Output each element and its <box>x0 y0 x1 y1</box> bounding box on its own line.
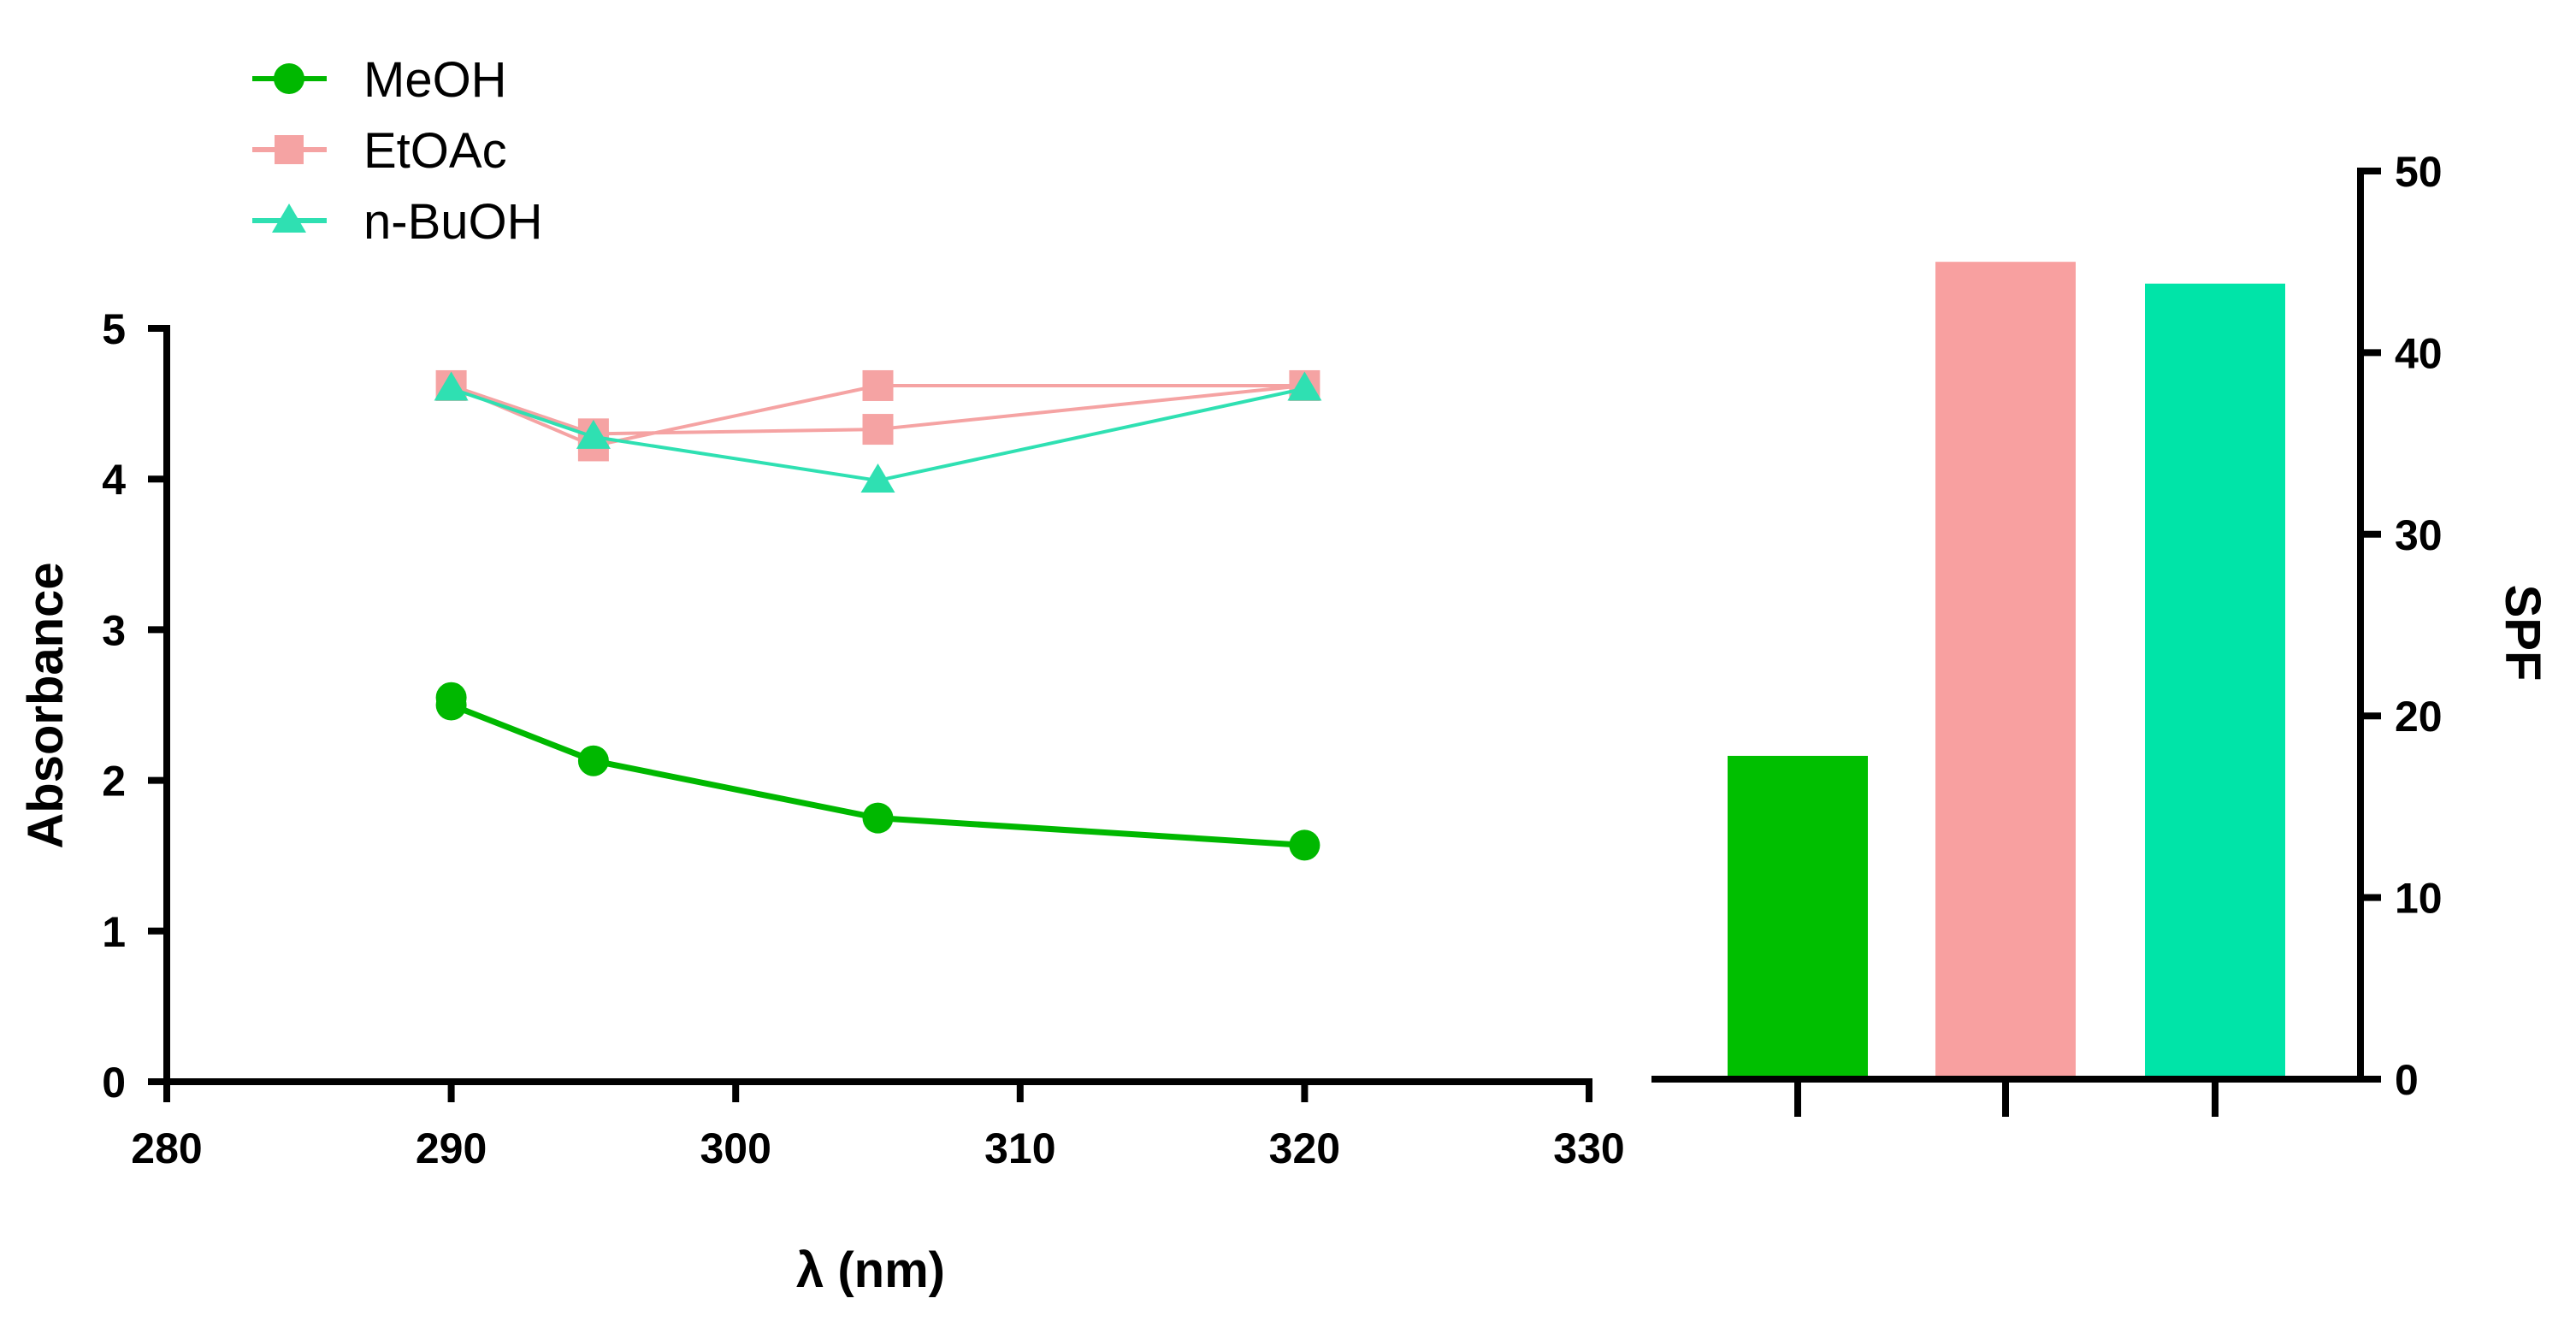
line-x-tick-label: 280 <box>131 1124 202 1172</box>
line-x-tick-label: 290 <box>416 1124 487 1172</box>
data-point-meoh <box>862 802 894 834</box>
line-x-tick-label: 310 <box>984 1124 1055 1172</box>
bar-y-tick-label: 10 <box>2395 875 2443 923</box>
line-y-tick-label: 0 <box>102 1059 126 1107</box>
bar-n-buoh <box>2145 283 2285 1079</box>
data-point-etoac <box>862 369 894 401</box>
series-line-n-buoh <box>450 387 1305 482</box>
legend-meoh-marker <box>274 63 304 94</box>
legend-meoh-label: MeOH <box>363 52 507 108</box>
bar-chart-y-axis-title: SPF <box>2495 585 2550 682</box>
line-y-tick-label: 5 <box>102 305 126 353</box>
line-x-tick-label: 330 <box>1553 1124 1624 1172</box>
line-chart-x-ticks: 280 290 300 310 320 330 <box>131 1082 1625 1172</box>
line-y-tick-label: 3 <box>102 606 126 654</box>
bar-etoac <box>1935 262 2076 1079</box>
legend-item-meoh: MeOH <box>252 52 507 108</box>
bar-y-tick-label: 50 <box>2395 148 2443 196</box>
bar-chart-y-ticks: 0 10 20 30 40 50 <box>2360 148 2443 1104</box>
data-point-n-buoh <box>576 419 611 449</box>
legend-etoac-marker <box>275 135 304 164</box>
legend-nbuoh-marker <box>272 204 306 233</box>
line-chart-y-axis-title: Absorbance <box>18 562 74 848</box>
legend-etoac-label: EtOAc <box>363 123 507 179</box>
bar-y-tick-label: 0 <box>2395 1056 2419 1104</box>
line-y-tick-label: 4 <box>102 456 126 504</box>
legend-nbuoh-label: n-BuOH <box>363 194 543 250</box>
data-point-meoh <box>1289 829 1320 861</box>
legend: MeOH EtOAc n-BuOH <box>252 52 543 250</box>
bar-y-tick-label: 30 <box>2395 511 2443 559</box>
line-chart-x-axis-title: λ (nm) <box>796 1242 945 1298</box>
legend-item-nbuoh: n-BuOH <box>252 194 543 250</box>
absorbance-line-chart: 0 1 2 3 4 5 280 290 300 310 320 330 Absorbance λ (… <box>18 305 1625 1298</box>
data-point-n-buoh <box>434 371 469 401</box>
bar-y-tick-label: 40 <box>2395 329 2443 377</box>
spf-bar-chart: 0 10 20 30 40 50 SPF <box>1651 148 2550 1117</box>
line-x-tick-label: 300 <box>700 1124 771 1172</box>
line-chart-y-ticks: 0 1 2 3 4 5 <box>102 305 167 1107</box>
line-y-tick-label: 1 <box>102 908 126 956</box>
data-point-meoh <box>577 745 609 776</box>
data-point-etoac <box>862 414 894 446</box>
bar-meoh <box>1728 755 1868 1079</box>
bar-chart-bars <box>1728 262 2285 1079</box>
bar-y-tick-label: 20 <box>2395 693 2443 741</box>
data-point-meoh <box>435 689 467 721</box>
series-etoac <box>435 369 1320 462</box>
series-n-buoh <box>434 371 1322 493</box>
line-chart-series <box>434 369 1322 861</box>
series-meoh <box>435 682 1320 861</box>
data-point-n-buoh <box>860 463 895 493</box>
bar-chart-x-ticks <box>1794 1079 2219 1117</box>
data-point-n-buoh <box>1287 371 1322 401</box>
line-y-tick-label: 2 <box>102 758 126 806</box>
line-x-tick-label: 320 <box>1269 1124 1340 1172</box>
legend-item-etoac: EtOAc <box>252 123 507 179</box>
